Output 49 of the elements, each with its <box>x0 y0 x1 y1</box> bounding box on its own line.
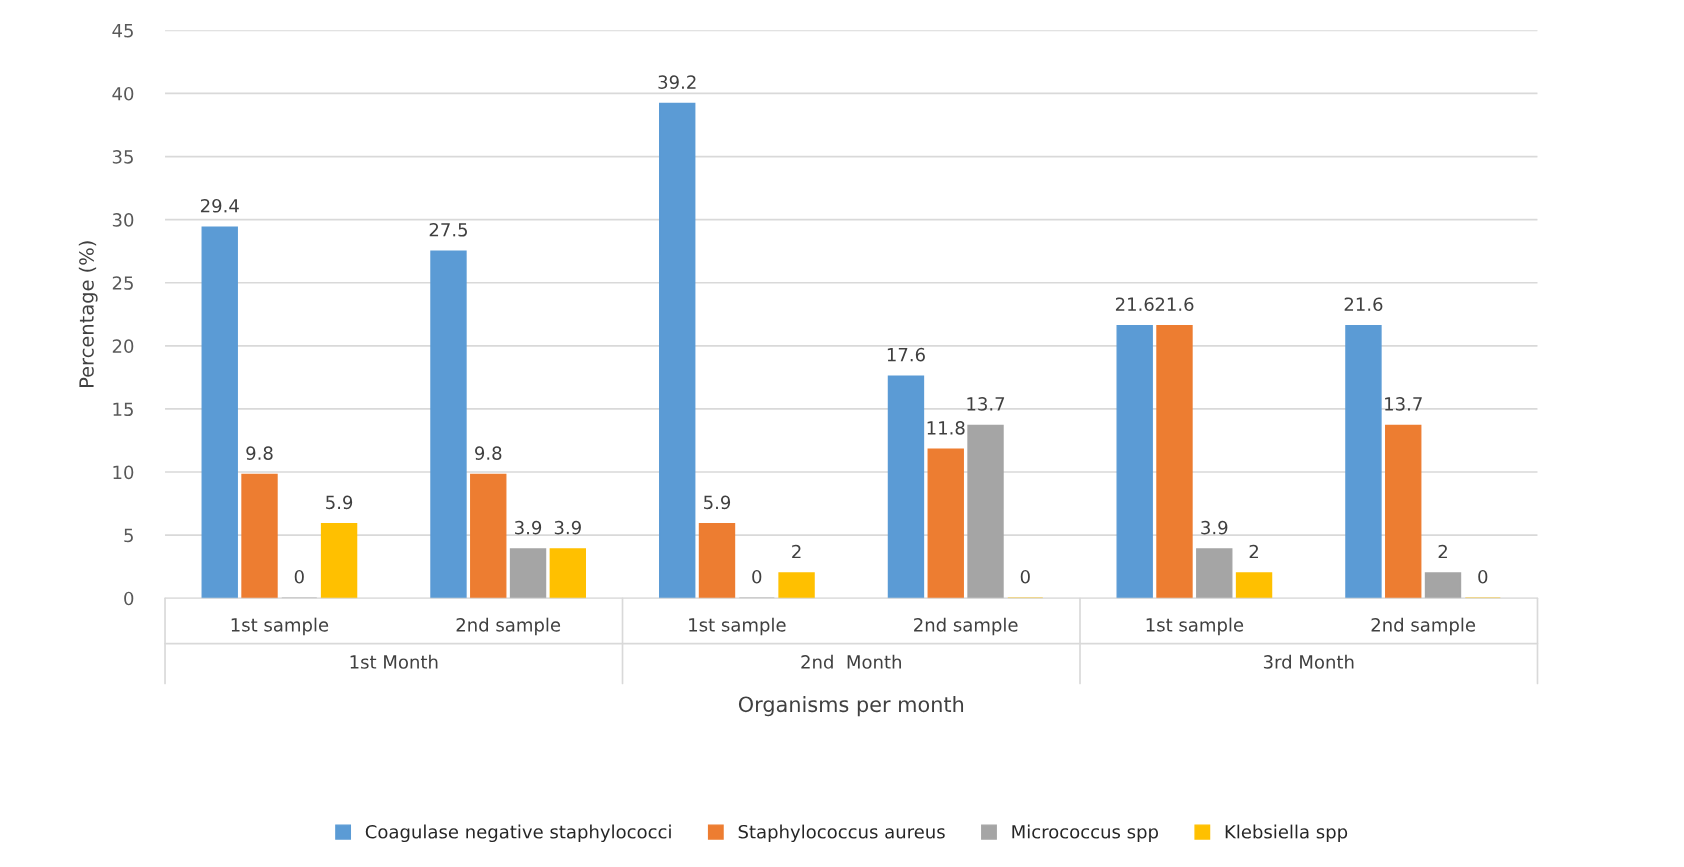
data-label: 29.4 <box>200 198 239 213</box>
legend-label: Staphylococcus aureus <box>738 824 945 843</box>
y-tick-label: 25 <box>112 276 133 290</box>
data-label: 21.6 <box>1115 297 1154 312</box>
data-label: 2 <box>1438 544 1447 559</box>
y-axis-title: Percentage (%) <box>78 241 98 387</box>
y-tick-label: 5 <box>124 528 133 543</box>
x-tick-label: 1st sample <box>689 617 786 636</box>
x-tick-label: 2nd sample <box>914 617 1018 636</box>
data-label: 9.8 <box>475 446 502 460</box>
y-tick-label: 10 <box>113 465 134 480</box>
y-tick-label: 30 <box>112 213 134 227</box>
y-tick-label: 35 <box>112 150 133 164</box>
data-label: 21.6 <box>1155 297 1194 312</box>
legend-label: Klebsiella spp <box>1225 824 1348 843</box>
data-label: 21.6 <box>1344 297 1383 312</box>
data-label: 0 <box>294 569 304 584</box>
data-label: 13.7 <box>1385 397 1422 411</box>
data-label: 0 <box>1478 569 1488 584</box>
data-label: 27.5 <box>429 222 467 237</box>
x-tick-label: 1st sample <box>1146 617 1244 636</box>
data-label: 2 <box>792 544 801 559</box>
data-label: 5.9 <box>704 495 731 510</box>
data-label: 13.7 <box>967 397 1005 411</box>
data-label: 39.2 <box>658 75 696 89</box>
y-tick-label: 0 <box>124 591 134 606</box>
data-label: 11.8 <box>927 421 965 435</box>
y-tick-label: 20 <box>112 339 134 353</box>
data-label: 9.8 <box>246 446 273 460</box>
legend-label: Coagulase negative staphylococci <box>365 824 671 843</box>
data-label: 0 <box>752 569 762 584</box>
data-label: 17.6 <box>887 347 925 362</box>
data-label: 2 <box>1249 544 1258 559</box>
data-label: 3.9 <box>1201 520 1228 535</box>
text: 1st Month <box>350 654 438 669</box>
x-axis-title: Organisms per month <box>738 696 964 717</box>
y-tick-label: 40 <box>112 86 134 101</box>
text: 2nd Month <box>801 654 901 669</box>
data-label: 5.9 <box>326 495 353 510</box>
x-tick-label: 2nd sample <box>456 617 561 636</box>
data-label: 3.9 <box>515 520 542 535</box>
x-tick-label: 2nd sample <box>1371 617 1476 636</box>
y-tick-label: 15 <box>113 402 133 417</box>
data-label: 3.9 <box>554 520 581 535</box>
data-label: 0 <box>1020 569 1030 584</box>
text: 3rd Month <box>1263 654 1354 669</box>
y-tick-label: 45 <box>112 24 133 38</box>
legend-label: Micrococcus spp <box>1012 824 1158 843</box>
x-tick-label: 1st sample <box>231 617 329 636</box>
